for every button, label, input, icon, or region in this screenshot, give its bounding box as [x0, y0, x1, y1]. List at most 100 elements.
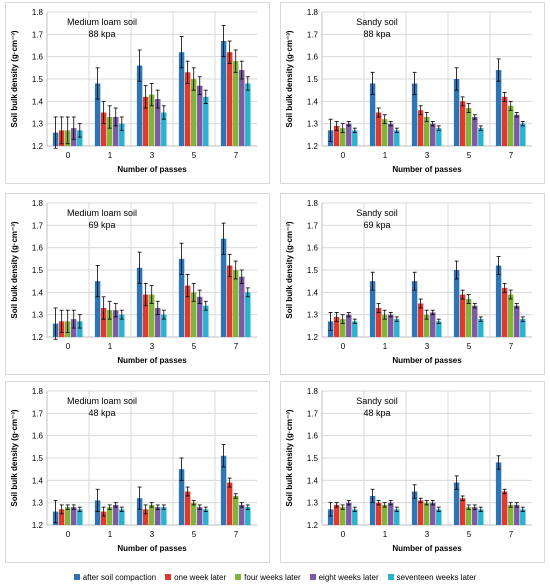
bar — [161, 314, 167, 337]
bar — [459, 101, 466, 146]
bar — [430, 312, 436, 337]
bar — [178, 469, 185, 525]
x-tick-label: 7 — [234, 530, 239, 539]
bar — [190, 292, 197, 337]
chart-panel: 1.2 1.3 1.4 1.5 1.6 1.7 1.8 0 1 3 5 7 Number of pass… — [5, 193, 270, 375]
chart-title: Medium loam soil — [67, 396, 137, 406]
x-axis-title: Number of passes — [117, 356, 187, 365]
y-tick-label: 1.4 — [32, 288, 44, 297]
x-tick-label: 1 — [108, 151, 113, 160]
y-tick-label: 1.2 — [32, 142, 44, 151]
bar — [226, 52, 233, 147]
y-tick-label: 1.3 — [307, 499, 319, 508]
bar — [394, 319, 400, 337]
legend-swatch — [235, 574, 242, 580]
legend-label: eight weeks later — [318, 572, 379, 582]
y-tick-label: 1.3 — [307, 311, 319, 320]
chart-panel: 1.2 1.3 1.4 1.5 1.6 1.7 1.8 0 1 3 5 7 Number of pass… — [280, 193, 545, 375]
bar — [184, 72, 191, 146]
x-tick-label: 3 — [150, 342, 155, 351]
bar — [155, 99, 161, 146]
bar — [501, 96, 508, 146]
bar — [239, 70, 245, 146]
y-tick-label: 1.8 — [307, 387, 319, 396]
bar — [232, 61, 239, 147]
bar — [77, 130, 83, 146]
x-axis-title: Number of passes — [117, 165, 187, 174]
bar — [106, 116, 113, 146]
bar — [100, 511, 107, 525]
y-tick-label: 1.3 — [32, 311, 44, 320]
x-tick-label: 1 — [383, 342, 388, 351]
bar — [136, 267, 143, 337]
bar — [417, 110, 424, 146]
bar — [436, 509, 442, 525]
bar — [106, 310, 113, 337]
bar — [64, 507, 71, 525]
bar — [375, 112, 382, 146]
y-tick-label: 1.3 — [32, 499, 44, 508]
x-axis-title: Number of passes — [392, 165, 462, 174]
bar — [220, 238, 227, 337]
x-axis-title: Number of passes — [117, 544, 187, 553]
y-tick-label: 1.4 — [32, 476, 44, 485]
bar — [465, 507, 472, 525]
bar — [94, 281, 101, 337]
bar — [220, 41, 227, 146]
y-axis-title: Soil bulk density (g·cm⁻³) — [10, 409, 19, 506]
chart-subtitle: 69 kpa — [363, 220, 390, 230]
bar — [394, 130, 400, 146]
bar — [507, 105, 514, 146]
legend-item-four-weeks-later: four weeks later — [235, 573, 301, 582]
y-tick-label: 1.5 — [307, 75, 319, 84]
bar — [381, 314, 388, 337]
bar — [184, 491, 191, 525]
bar — [478, 319, 484, 337]
bar — [423, 502, 430, 525]
bar — [339, 319, 346, 337]
bar — [113, 310, 119, 337]
y-axis-title: Soil bulk density (g·cm⁻³) — [285, 221, 294, 318]
y-tick-label: 1.2 — [307, 142, 319, 151]
bar — [327, 509, 334, 525]
legend-item-seventeen-weeks-later: seventeen weeks later — [387, 573, 476, 582]
y-tick-label: 1.7 — [307, 221, 319, 230]
bar — [119, 314, 125, 337]
chart-subtitle: 88 kpa — [363, 29, 390, 39]
legend-item-one-week-later: one week later — [165, 573, 226, 582]
bar — [190, 502, 197, 525]
y-tick-label: 1.8 — [32, 387, 44, 396]
bar — [495, 265, 502, 337]
bar — [411, 491, 418, 525]
bar — [161, 507, 167, 525]
bar — [423, 314, 430, 337]
bar — [514, 305, 520, 337]
bar — [346, 123, 352, 146]
bar — [184, 285, 191, 337]
y-tick-label: 1.7 — [307, 30, 319, 39]
bar — [453, 482, 460, 525]
bar — [178, 52, 185, 147]
bar — [388, 123, 394, 146]
bar — [142, 509, 149, 525]
bar — [495, 70, 502, 146]
bar — [197, 85, 203, 146]
bar — [507, 504, 514, 525]
bar — [472, 116, 478, 146]
bar — [411, 83, 418, 146]
y-tick-label: 1.7 — [32, 30, 44, 39]
x-axis-title: Number of passes — [392, 356, 462, 365]
bar — [142, 294, 149, 337]
y-tick-label: 1.2 — [32, 333, 44, 342]
bar — [245, 83, 251, 146]
chart-subtitle: 48 kpa — [363, 408, 390, 418]
y-tick-label: 1.5 — [32, 454, 44, 463]
bar — [501, 491, 508, 525]
bar — [369, 495, 376, 525]
y-tick-label: 1.6 — [307, 432, 319, 441]
x-tick-label: 7 — [509, 530, 514, 539]
bar — [411, 281, 418, 337]
y-axis-title: Soil bulk density (g·cm⁻³) — [10, 221, 19, 318]
x-tick-label: 0 — [66, 530, 71, 539]
y-tick-label: 1.6 — [32, 53, 44, 62]
